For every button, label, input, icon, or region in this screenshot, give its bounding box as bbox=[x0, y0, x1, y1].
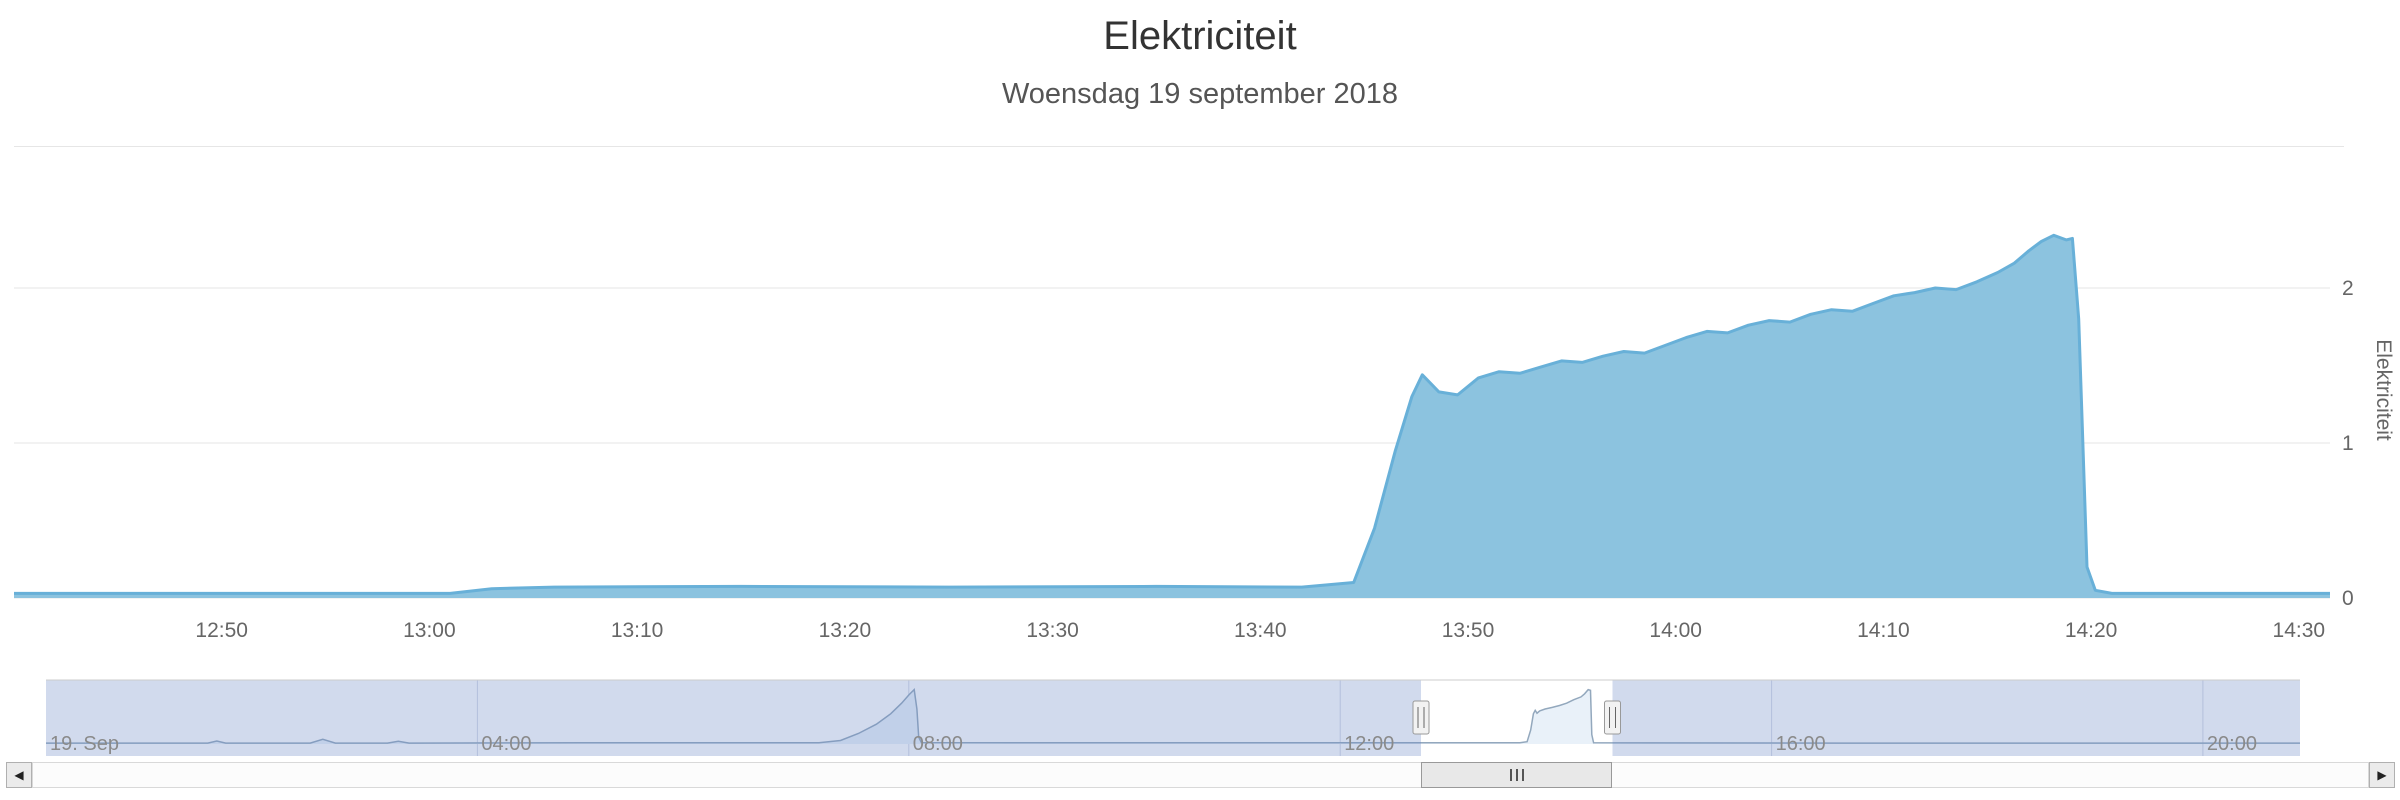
scrollbar-left-button[interactable]: ◀ bbox=[6, 762, 32, 788]
x-axis-label: 14:00 bbox=[1649, 619, 1702, 642]
navigator-axis-label: 08:00 bbox=[913, 733, 963, 755]
y-axis-title: Elektriciteit bbox=[2372, 339, 2395, 441]
series-area[interactable] bbox=[14, 235, 2330, 599]
x-axis-label: 14:20 bbox=[2065, 619, 2118, 642]
navigator-axis-label: 12:00 bbox=[1344, 733, 1394, 755]
navigator-window[interactable] bbox=[1421, 680, 1612, 756]
chart-subtitle: Woensdag 19 september 2018 bbox=[1001, 78, 1399, 110]
x-axis-label: 12:50 bbox=[195, 619, 248, 642]
navigator-axis-label: 20:00 bbox=[2207, 733, 2257, 755]
x-axis-label: 13:00 bbox=[403, 619, 456, 642]
x-axis-label: 13:40 bbox=[1234, 619, 1287, 642]
navigator-series-line bbox=[46, 688, 2300, 744]
x-axis-label: 14:10 bbox=[1857, 619, 1910, 642]
chart-title: Elektriciteit bbox=[1103, 14, 1297, 58]
y-axis-label: 2 bbox=[2342, 277, 2354, 300]
x-axis-label: 13:30 bbox=[1026, 619, 1079, 642]
scrollbar-track[interactable] bbox=[32, 762, 2369, 788]
navigator-axis-label: 16:00 bbox=[1776, 733, 1826, 755]
navigator-axis-label: 04:00 bbox=[481, 733, 531, 755]
series-line bbox=[14, 233, 2330, 595]
scrollbar: ◀ ▶ bbox=[0, 762, 2400, 788]
navigator-mask-right[interactable] bbox=[1612, 680, 2301, 756]
navigator-mask-left[interactable] bbox=[46, 680, 1421, 756]
navigator-axis-label: 19. Sep bbox=[50, 733, 119, 755]
navigator-handle-right[interactable] bbox=[1604, 700, 1621, 735]
scrollbar-right-button[interactable]: ▶ bbox=[2369, 762, 2395, 788]
scrollbar-thumb[interactable] bbox=[1421, 762, 1612, 788]
x-axis-label: 13:10 bbox=[611, 619, 664, 642]
navigator-handle-left[interactable] bbox=[1412, 700, 1430, 735]
scrollbar-left-arrow-icon: ◀ bbox=[14, 768, 24, 782]
x-axis-label: 13:50 bbox=[1442, 619, 1495, 642]
y-axis-label: 0 bbox=[2342, 587, 2354, 610]
x-axis-label: 13:20 bbox=[819, 619, 872, 642]
header-divider bbox=[14, 146, 2344, 147]
y-axis-label: 1 bbox=[2342, 432, 2354, 455]
x-axis-label: 14:30 bbox=[2273, 619, 2326, 642]
scrollbar-right-arrow-icon: ▶ bbox=[2377, 768, 2387, 782]
scrollbar-grip-icon bbox=[1509, 769, 1524, 781]
